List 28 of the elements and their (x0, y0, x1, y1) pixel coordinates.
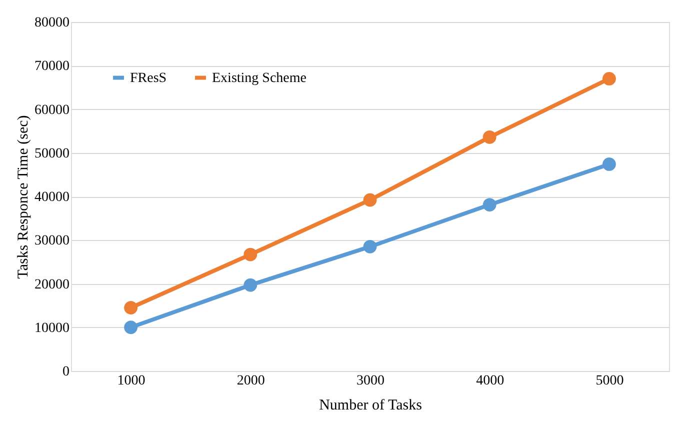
y-axis-title: Tasks Responce Time (sec) (16, 115, 32, 279)
x-tick-label: 5000 (596, 374, 624, 388)
x-tick-label: 1000 (117, 374, 146, 388)
point (602, 158, 616, 171)
legend-label: FResS (130, 70, 167, 86)
x-tick-label: 2000 (236, 374, 265, 388)
x-tick-label: 4000 (476, 374, 504, 388)
y-tick-label: 10000 (34, 320, 70, 336)
point (363, 240, 377, 254)
y-tick-label: 60000 (34, 102, 70, 118)
legend-label: Existing Scheme (212, 70, 306, 86)
y-tick-label: 50000 (34, 146, 70, 162)
y-tick-label: 40000 (34, 190, 70, 205)
y-tick-label: 80000 (34, 16, 70, 30)
point (124, 301, 138, 314)
point (482, 130, 496, 144)
x-tick-label: 3000 (356, 374, 384, 388)
y-tick-label: 0 (62, 364, 70, 380)
y-tick-label: 30000 (34, 234, 70, 249)
point (363, 193, 377, 207)
point (244, 248, 258, 262)
y-tick-label: 70000 (34, 59, 70, 74)
y-tick-label: 20000 (34, 277, 70, 292)
point (602, 72, 616, 86)
point (244, 278, 258, 292)
point (482, 198, 496, 212)
x-axis-title: Number of Tasks (319, 398, 422, 414)
point (124, 320, 138, 334)
